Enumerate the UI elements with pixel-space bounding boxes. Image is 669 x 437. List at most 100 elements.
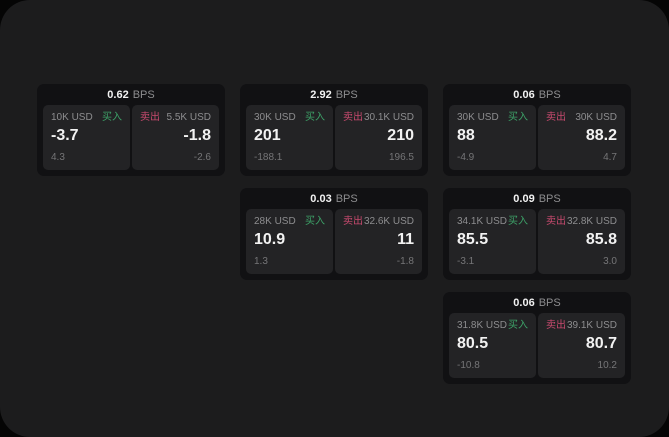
buy-panel-top: 34.1K USD 买入 — [457, 216, 528, 228]
buy-side-label: 买入 — [508, 112, 528, 123]
sell-quote-panel[interactable]: 卖出 30K USD 88.2 4.7 — [538, 105, 625, 170]
buy-quote-panel[interactable]: 30K USD 买入 88 -4.9 — [449, 105, 536, 170]
sell-price: 80.7 — [585, 335, 617, 352]
bps-value: 0.06 — [513, 296, 535, 309]
buy-price: 80.5 — [457, 335, 489, 352]
bps-unit-label: BPS — [538, 88, 561, 101]
sell-change: 3.0 — [603, 256, 617, 267]
sell-change: 196.5 — [388, 152, 414, 163]
sell-panel-top: 卖出 39.1K USD — [546, 320, 617, 332]
buy-side-label: 买入 — [508, 216, 528, 227]
buy-panel-top: 28K USD 买入 — [254, 216, 325, 228]
card-header: 0.09 BPS — [443, 188, 631, 209]
sell-panel-top: 卖出 32.8K USD — [546, 216, 617, 228]
sell-side-label: 卖出 — [546, 112, 566, 123]
sell-quote-panel[interactable]: 卖出 32.8K USD 85.8 3.0 — [538, 209, 625, 274]
buy-quote-panel[interactable]: 30K USD 买入 201 -188.1 — [246, 105, 333, 170]
sell-change: 10.2 — [597, 360, 617, 371]
sell-price: 11 — [397, 231, 414, 248]
sell-amount-label: 32.6K USD — [363, 216, 414, 227]
quote-card: 0.62 BPS 10K USD 买入 -3.7 4.3 卖出 5.5K USD — [37, 84, 225, 176]
buy-quote-panel[interactable]: 34.1K USD 买入 85.5 -3.1 — [449, 209, 536, 274]
sell-amount-label: 32.8K USD — [566, 216, 617, 227]
quote-card: 0.06 BPS 31.8K USD 买入 80.5 -10.8 卖出 39.1… — [443, 292, 631, 384]
buy-side-label: 买入 — [305, 216, 325, 227]
card-header: 2.92 BPS — [240, 84, 428, 105]
sell-panel-top: 卖出 30.1K USD — [343, 112, 414, 124]
buy-panel-top: 30K USD 买入 — [457, 112, 528, 124]
buy-price: 10.9 — [254, 231, 286, 248]
buy-price: 85.5 — [457, 231, 489, 248]
sell-panel-top: 卖出 30K USD — [546, 112, 617, 124]
sell-quote-panel[interactable]: 卖出 32.6K USD 11 -1.8 — [335, 209, 422, 274]
buy-amount-label: 30K USD — [254, 112, 296, 123]
buy-side-label: 买入 — [305, 112, 325, 123]
bps-unit-label: BPS — [335, 88, 358, 101]
buy-price: -3.7 — [51, 127, 79, 144]
sell-quote-panel[interactable]: 卖出 39.1K USD 80.7 10.2 — [538, 313, 625, 378]
sell-quote-panel[interactable]: 卖出 30.1K USD 210 196.5 — [335, 105, 422, 170]
sell-quote-panel[interactable]: 卖出 5.5K USD -1.8 -2.6 — [132, 105, 219, 170]
buy-amount-label: 10K USD — [51, 112, 93, 123]
sell-change: -1.8 — [396, 256, 414, 267]
bps-unit-label: BPS — [538, 192, 561, 205]
buy-amount-label: 34.1K USD — [457, 216, 508, 227]
buy-price: 88 — [457, 127, 475, 144]
quote-card: 0.09 BPS 34.1K USD 买入 85.5 -3.1 卖出 32.8K… — [443, 188, 631, 280]
bps-unit-label: BPS — [335, 192, 358, 205]
sell-price: 210 — [387, 127, 414, 144]
card-body: 28K USD 买入 10.9 1.3 卖出 32.6K USD 11 -1.8 — [240, 209, 428, 280]
buy-change: -188.1 — [254, 152, 283, 163]
card-header: 0.06 BPS — [443, 292, 631, 313]
bps-value: 0.03 — [310, 192, 332, 205]
quotes-grid: 0.62 BPS 10K USD 买入 -3.7 4.3 卖出 5.5K USD — [37, 84, 631, 384]
card-header: 0.03 BPS — [240, 188, 428, 209]
sell-side-label: 卖出 — [546, 320, 566, 331]
buy-amount-label: 28K USD — [254, 216, 296, 227]
sell-panel-top: 卖出 5.5K USD — [140, 112, 211, 124]
buy-price: 201 — [254, 127, 281, 144]
sell-amount-label: 30.1K USD — [363, 112, 414, 123]
card-header: 0.62 BPS — [37, 84, 225, 105]
sell-amount-label: 39.1K USD — [566, 320, 617, 331]
buy-change: 1.3 — [254, 256, 268, 267]
buy-panel-top: 30K USD 买入 — [254, 112, 325, 124]
card-body: 34.1K USD 买入 85.5 -3.1 卖出 32.8K USD 85.8… — [443, 209, 631, 280]
sell-change: -2.6 — [193, 152, 211, 163]
bps-value: 0.62 — [107, 88, 129, 101]
card-body: 10K USD 买入 -3.7 4.3 卖出 5.5K USD -1.8 -2.… — [37, 105, 225, 176]
quote-card: 0.03 BPS 28K USD 买入 10.9 1.3 卖出 32.6K US… — [240, 188, 428, 280]
buy-change: 4.3 — [51, 152, 65, 163]
quote-card: 2.92 BPS 30K USD 买入 201 -188.1 卖出 30.1K … — [240, 84, 428, 176]
quote-card: 0.06 BPS 30K USD 买入 88 -4.9 卖出 30K USD — [443, 84, 631, 176]
buy-change: -4.9 — [457, 152, 475, 163]
buy-panel-top: 31.8K USD 买入 — [457, 320, 528, 332]
buy-quote-panel[interactable]: 28K USD 买入 10.9 1.3 — [246, 209, 333, 274]
sell-amount-label: 5.5K USD — [166, 112, 211, 123]
buy-side-label: 买入 — [102, 112, 122, 123]
sell-side-label: 卖出 — [343, 216, 363, 227]
bps-unit-label: BPS — [132, 88, 155, 101]
buy-change: -3.1 — [457, 256, 475, 267]
card-body: 30K USD 买入 88 -4.9 卖出 30K USD 88.2 4.7 — [443, 105, 631, 176]
sell-price: 85.8 — [585, 231, 617, 248]
card-body: 31.8K USD 买入 80.5 -10.8 卖出 39.1K USD 80.… — [443, 313, 631, 384]
bps-value: 0.06 — [513, 88, 535, 101]
sell-side-label: 卖出 — [546, 216, 566, 227]
sell-side-label: 卖出 — [343, 112, 363, 123]
card-body: 30K USD 买入 201 -188.1 卖出 30.1K USD 210 1… — [240, 105, 428, 176]
bps-value: 0.09 — [513, 192, 535, 205]
sell-change: 4.7 — [603, 152, 617, 163]
card-header: 0.06 BPS — [443, 84, 631, 105]
buy-amount-label: 31.8K USD — [457, 320, 508, 331]
buy-quote-panel[interactable]: 10K USD 买入 -3.7 4.3 — [43, 105, 130, 170]
sell-amount-label: 30K USD — [575, 112, 617, 123]
sell-panel-top: 卖出 32.6K USD — [343, 216, 414, 228]
sell-side-label: 卖出 — [140, 112, 160, 123]
buy-panel-top: 10K USD 买入 — [51, 112, 122, 124]
buy-side-label: 买入 — [508, 320, 528, 331]
buy-change: -10.8 — [457, 360, 480, 371]
sell-price: 88.2 — [585, 127, 617, 144]
buy-quote-panel[interactable]: 31.8K USD 买入 80.5 -10.8 — [449, 313, 536, 378]
